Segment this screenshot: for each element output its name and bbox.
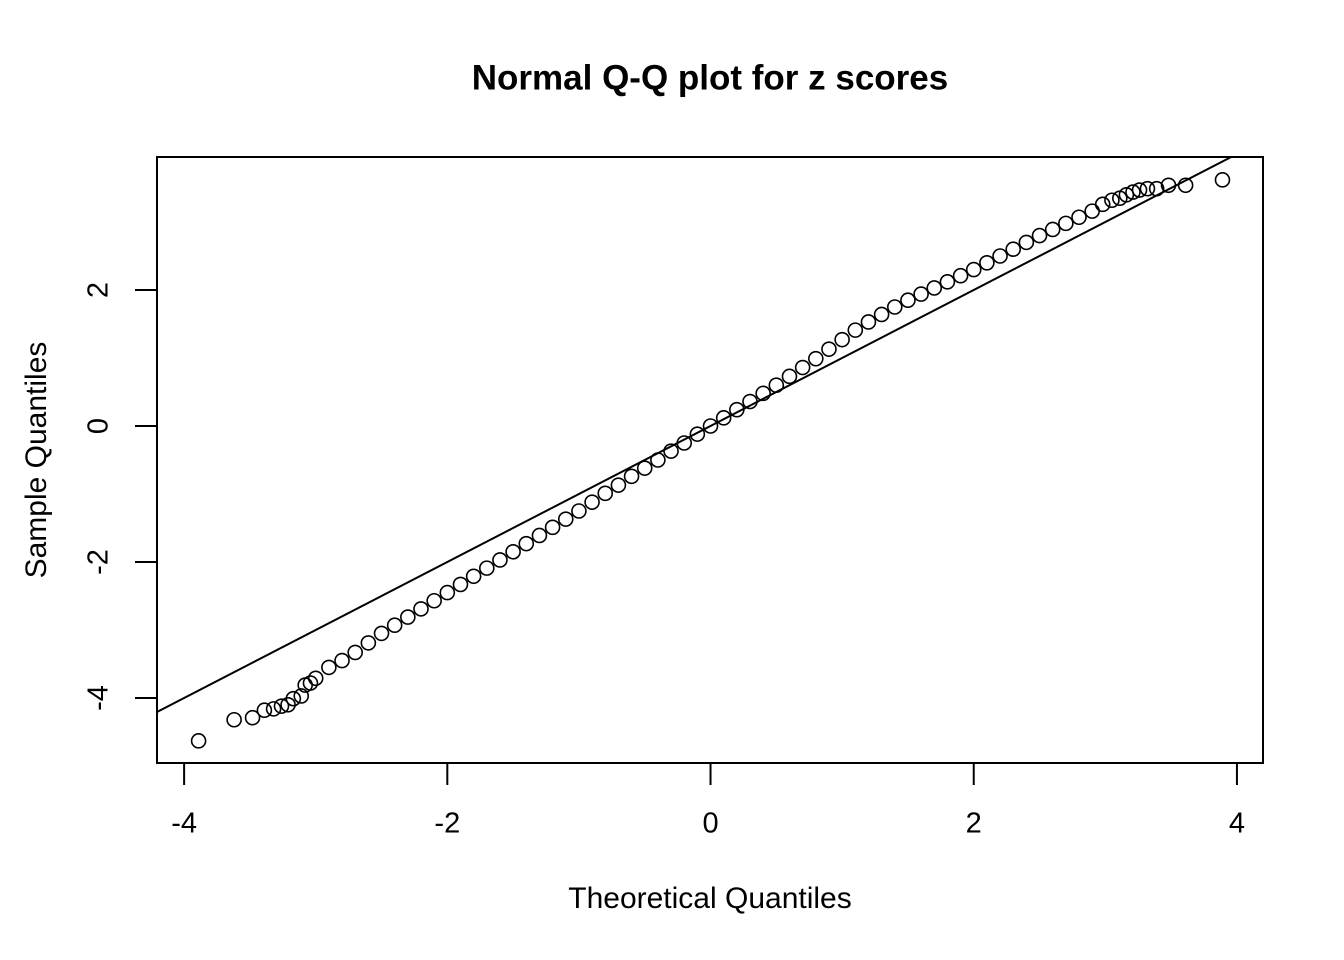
point [689,426,706,442]
point [965,261,982,278]
point [1139,180,1156,197]
point [781,368,798,385]
point [623,468,640,485]
point [571,503,587,519]
point [285,690,302,707]
point [321,659,337,676]
point [1131,182,1148,198]
point [505,543,521,560]
y-tick-label: -4 [83,685,115,711]
point [307,670,324,687]
plot-area [157,157,1234,749]
point [900,292,916,309]
point [1031,227,1048,244]
point [979,255,995,271]
point [439,584,456,601]
point [1044,221,1061,238]
point [636,460,653,476]
x-tick-label: -2 [434,808,460,840]
point [952,267,969,284]
point [400,609,416,625]
point [1214,172,1231,188]
point [821,341,837,357]
point [808,350,824,367]
point [360,635,377,651]
point [557,511,574,527]
y-axis-label: Sample Quantiles [20,342,53,579]
point [755,385,771,402]
point [1005,241,1022,258]
chart-title: Normal Q-Q plot for z scores [472,58,948,97]
point [1104,192,1120,209]
point [492,552,508,568]
y-tick-label: -2 [83,549,115,575]
point [544,519,561,536]
point [939,274,956,290]
point [715,410,732,426]
point [610,477,627,493]
point [293,688,310,704]
point [478,560,495,576]
point [597,485,614,502]
point [518,535,535,552]
point [873,306,890,323]
point [1071,209,1087,226]
point [373,625,390,642]
point [834,331,850,348]
point [584,494,600,510]
point [702,418,719,434]
point [190,733,207,749]
point [913,286,929,302]
point [1177,177,1194,194]
point [413,601,429,617]
point [1018,234,1035,251]
point [386,617,403,634]
point [860,314,877,330]
point [531,527,548,544]
point [886,299,903,315]
point [334,652,350,669]
point [465,568,482,585]
point [926,280,943,296]
point [452,576,469,593]
point [992,248,1008,264]
point [1094,196,1111,213]
x-tick-label: 0 [702,808,718,840]
point [265,701,282,717]
point [347,644,363,661]
x-tick-label: -4 [171,808,197,840]
x-axis-label: Theoretical Quantiles [568,882,851,915]
point [244,709,261,726]
point [302,675,319,691]
point [226,711,242,728]
point [426,592,442,609]
x-tick-label: 4 [1229,808,1245,840]
y-tick-label: 0 [83,418,115,434]
x-tick-label: 2 [966,808,982,840]
y-tick-label: 2 [83,282,115,298]
point [847,322,864,338]
point [794,359,811,376]
reference-line [157,157,1234,713]
point [1058,215,1074,232]
point [1084,203,1100,219]
point [1125,184,1141,200]
point [273,698,290,714]
point [256,702,273,719]
point [663,443,679,459]
